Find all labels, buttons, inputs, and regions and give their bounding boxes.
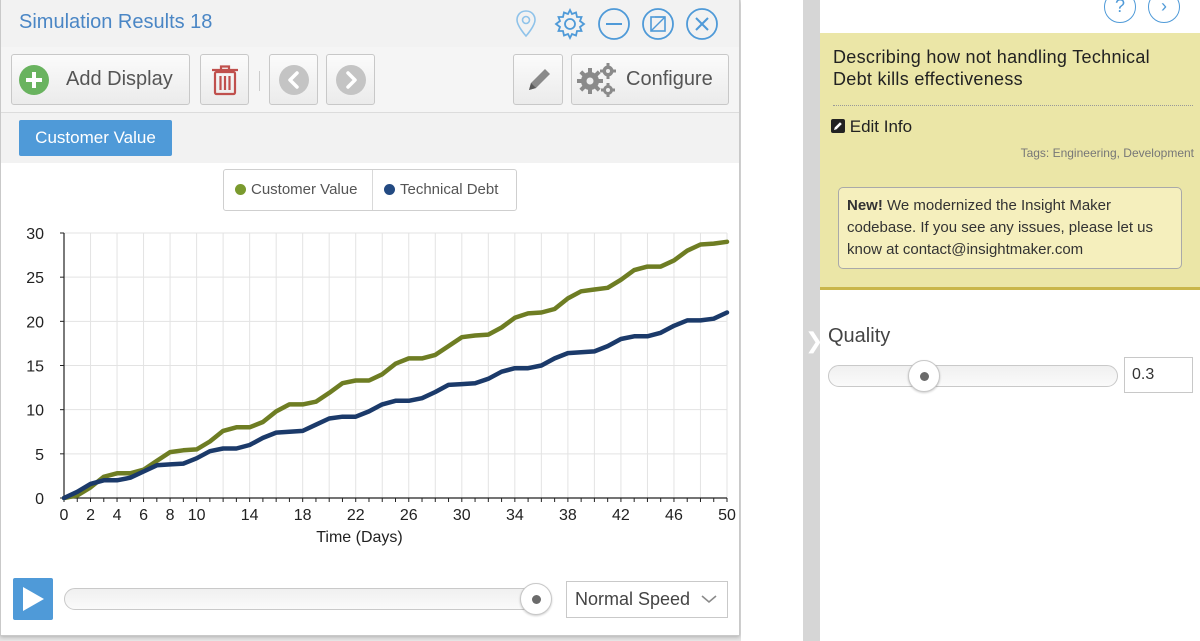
quality-slider-knob[interactable] <box>908 360 941 392</box>
help-icon[interactable]: ? <box>1104 0 1136 23</box>
x-tick-label: 30 <box>453 507 471 524</box>
x-tick-label: 2 <box>86 507 95 524</box>
quality-value-input[interactable] <box>1124 357 1193 393</box>
minimize-icon[interactable] <box>597 7 631 41</box>
legend-label: Customer Value <box>251 181 358 198</box>
edit-info-label: Edit Info <box>849 117 913 136</box>
x-tick-label: 46 <box>665 507 683 524</box>
time-slider[interactable] <box>64 583 552 615</box>
dotted-divider <box>833 105 1193 106</box>
maximize-icon[interactable] <box>641 7 675 41</box>
settings-gear-icon[interactable] <box>553 7 587 41</box>
legend-label: Technical Debt <box>400 181 499 198</box>
x-tick-label: 50 <box>718 507 736 524</box>
x-tick-label: 0 <box>60 507 69 524</box>
legend-item-technical-debt[interactable]: Technical Debt <box>384 170 498 210</box>
x-tick-label: 34 <box>506 507 524 524</box>
next-arrow-icon[interactable]: › <box>1148 0 1180 23</box>
speed-select[interactable]: Normal Speed <box>566 581 728 618</box>
close-icon[interactable] <box>685 7 719 41</box>
tab-customer-value[interactable]: Customer Value <box>19 120 172 156</box>
x-tick-label: 18 <box>294 507 312 524</box>
next-display-button[interactable] <box>326 54 375 105</box>
location-pin-icon[interactable] <box>509 7 543 41</box>
add-display-button[interactable]: Add Display <box>11 54 190 105</box>
play-button[interactable] <box>13 578 53 620</box>
y-tick-label: 20 <box>26 314 44 331</box>
collapse-handle-icon[interactable]: ❯ <box>805 328 824 353</box>
series-line-customer-value <box>61 239 730 501</box>
play-icon <box>23 587 44 611</box>
canvas-area <box>741 0 803 641</box>
y-tick-label: 0 <box>35 491 44 508</box>
x-tick-label: 14 <box>241 507 259 524</box>
add-display-label: Add Display <box>66 68 173 90</box>
gears-icon <box>577 63 616 97</box>
x-tick-label: 4 <box>113 507 122 524</box>
quality-label: Quality <box>828 325 891 347</box>
simulation-results-window: Simulation Results 18 <box>0 0 740 636</box>
x-tick-label: 6 <box>139 507 148 524</box>
x-tick-label: 42 <box>612 507 630 524</box>
chevron-down-icon <box>701 595 717 604</box>
legend-item-customer-value[interactable]: Customer Value <box>235 170 357 210</box>
chevron-left-icon <box>279 65 309 95</box>
notice-text: We modernized the Insight Maker codebase… <box>847 197 1154 258</box>
legend-divider <box>372 170 373 210</box>
configure-label: Configure <box>626 68 713 90</box>
x-tick-label: 8 <box>166 507 175 524</box>
legend-dot <box>235 184 246 195</box>
pencil-icon <box>529 69 550 90</box>
panel-top-bar: ? › <box>820 0 1200 33</box>
model-description: Describing how not handling Technical De… <box>833 47 1150 89</box>
edit-display-button[interactable] <box>513 54 563 105</box>
edit-info-button[interactable]: Edit Info <box>831 117 912 137</box>
x-axis-title: Time (Days) <box>316 529 403 546</box>
series-line-technical-debt <box>61 310 730 501</box>
window-titlebar: Simulation Results 18 <box>1 0 739 47</box>
chart-legend: Customer Value Technical Debt <box>223 169 517 211</box>
y-tick-label: 5 <box>35 447 44 464</box>
chevron-right-icon <box>336 65 366 95</box>
line-chart: 0 2 4 6 8 10 14 18 22 26 30 34 38 42 46 50051015202530T… <box>26 226 736 546</box>
delete-display-button[interactable] <box>200 54 249 105</box>
previous-display-button[interactable] <box>269 54 318 105</box>
y-tick-label: 30 <box>26 226 44 243</box>
trash-icon <box>212 65 238 96</box>
toolbar-separator <box>259 71 260 91</box>
configure-button[interactable]: Configure <box>571 54 729 105</box>
quality-slider[interactable] <box>828 360 1118 392</box>
legend-dot <box>384 184 395 195</box>
window-title: Simulation Results 18 <box>19 11 213 33</box>
add-circle-icon <box>19 65 49 95</box>
notice-strong: New! <box>847 197 883 214</box>
model-tags: Tags: Engineering, Development <box>1020 146 1194 160</box>
x-tick-label: 10 <box>188 507 206 524</box>
edit-icon <box>831 119 845 133</box>
notice-box: New! We modernized the Insight Maker cod… <box>838 187 1182 269</box>
display-tabs: Customer Value <box>1 113 739 163</box>
x-tick-label: 26 <box>400 507 418 524</box>
results-toolbar: Add Display <box>1 47 739 113</box>
speed-select-value: Normal Speed <box>575 589 691 609</box>
panel-divider[interactable]: ❯ <box>803 0 824 641</box>
y-tick-label: 10 <box>26 403 44 420</box>
x-tick-label: 22 <box>347 507 365 524</box>
info-panel: ? › Describing how not handling Technica… <box>820 0 1200 641</box>
time-slider-knob[interactable] <box>520 583 552 615</box>
model-info-box: Describing how not handling Technical De… <box>820 33 1200 290</box>
x-tick-label: 38 <box>559 507 577 524</box>
y-tick-label: 25 <box>26 270 44 287</box>
y-tick-label: 15 <box>26 359 44 376</box>
